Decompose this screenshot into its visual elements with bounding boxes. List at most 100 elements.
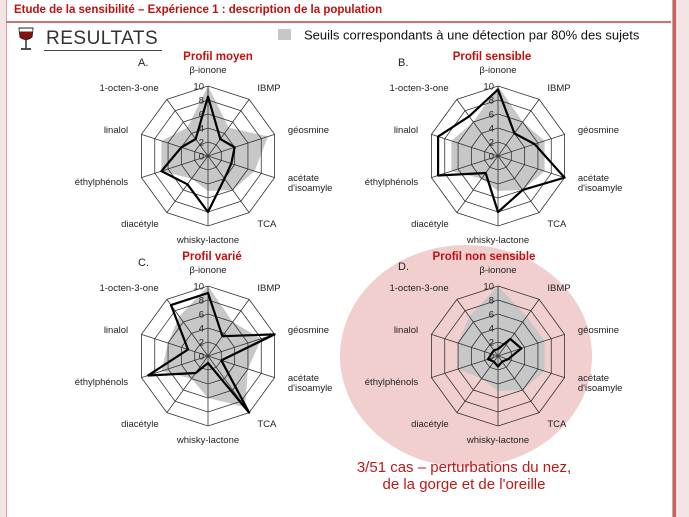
axis-spoke	[431, 155, 499, 179]
axis-label: géosmine	[578, 325, 619, 336]
section-title-underline	[44, 50, 162, 51]
axis-spoke	[141, 333, 209, 357]
tick-label: 4	[489, 324, 494, 335]
axis-spoke	[141, 133, 209, 157]
legend: Seuils correspondants à une détection pa…	[278, 26, 639, 44]
profile-line	[160, 95, 236, 214]
axis-label: linalol	[394, 125, 418, 136]
radar-chart-varie: 0 2 4 6 8 10 β-ionone IBMP géosmine acétate d'isoa…	[75, 251, 333, 446]
slide-background	[6, 0, 673, 517]
axis-spoke	[497, 133, 565, 157]
radar-chart-sensible: 0 2 4 6 8 10 β-ionone IBMP géosmine acétate d'isoa…	[365, 51, 623, 246]
axis-spoke	[497, 299, 540, 357]
axis-label: linalol	[394, 325, 418, 336]
tick-label: 8	[489, 296, 494, 307]
tick-label: 8	[199, 96, 204, 107]
axis-spoke	[456, 299, 499, 357]
tick-label: 8	[489, 96, 494, 107]
threshold-area	[458, 286, 545, 391]
axis-label: β-ionone	[189, 65, 226, 76]
axis-spoke	[456, 155, 499, 213]
axis-spoke	[431, 133, 499, 157]
axis-spoke	[166, 99, 209, 157]
axis-label: whisky-lactone	[466, 235, 529, 246]
wine-glass-icon	[18, 27, 34, 50]
tick-label: 0	[199, 152, 204, 163]
axis-label: IBMP	[257, 283, 280, 294]
tick-label: 2	[199, 338, 204, 349]
axis-label: 1-octen-3-one	[389, 83, 448, 94]
axis-label: β-ionone	[479, 265, 516, 276]
axis-label: diacétyle	[121, 219, 159, 230]
axis-label: 1-octen-3-one	[99, 283, 158, 294]
tick-label: 6	[199, 110, 204, 121]
tick-label: 4	[199, 124, 204, 135]
caption-non-sensible: 3/51 cas – perturbations du nez, de la g…	[356, 459, 572, 493]
axis-label: acétate d'isoamyle	[578, 173, 623, 194]
panel-letter: D.	[398, 261, 409, 273]
axis-label: β-ionone	[479, 65, 516, 76]
axis-label: linalol	[104, 325, 128, 336]
axis-spoke	[141, 155, 209, 179]
axis-label: géosmine	[578, 125, 619, 136]
panel-letter: A.	[138, 57, 148, 69]
axis-label: géosmine	[288, 125, 329, 136]
axis-label: whisky-lactone	[176, 435, 239, 446]
axis-label: TCA	[257, 419, 277, 430]
tick-label: 0	[489, 352, 494, 363]
axis-label: éthylphénols	[365, 177, 419, 188]
tick-label: 6	[199, 310, 204, 321]
axis-label: 1-octen-3-one	[389, 283, 448, 294]
axis-label: 1-octen-3-one	[99, 83, 158, 94]
tick-label: 2	[199, 138, 204, 149]
axis-label: acétate d'isoamyle	[578, 373, 623, 394]
tick-label: 10	[193, 82, 204, 93]
profile-line	[486, 337, 523, 368]
axis-label: IBMP	[547, 83, 570, 94]
axis-spoke	[207, 155, 250, 213]
panel-title: Profil sensible	[453, 51, 532, 63]
section-title: RESULTATS	[46, 28, 159, 49]
axis-label: whisky-lactone	[466, 435, 529, 446]
tick-label: 8	[199, 296, 204, 307]
axis-label: whisky-lactone	[176, 235, 239, 246]
axis-spoke	[431, 333, 499, 357]
tick-label: 10	[193, 282, 204, 293]
axis-spoke	[497, 155, 565, 179]
header-divider	[6, 21, 671, 23]
axis-spoke	[497, 155, 540, 213]
profile-line	[146, 291, 276, 414]
tick-label: 10	[483, 82, 494, 93]
axis-spoke	[166, 299, 209, 357]
tick-label: 2	[489, 338, 494, 349]
panel-title: Profil moyen	[183, 51, 253, 63]
axis-label: géosmine	[288, 325, 329, 336]
axis-label: diacétyle	[411, 219, 449, 230]
legend-label: Seuils correspondants à une détection pa…	[304, 27, 640, 43]
axis-label: TCA	[257, 219, 277, 230]
axis-label: acétate d'isoamyle	[288, 173, 333, 194]
panel-letter: C.	[138, 257, 149, 269]
tick-label: 2	[489, 138, 494, 149]
slide-right-border	[673, 0, 676, 517]
tick-label: 0	[199, 352, 204, 363]
radar-chart-non-sensible: 0 2 4 6 8 10 β-ionone IBMP géosmine acétate d'isoa…	[365, 251, 623, 446]
tick-label: 4	[489, 124, 494, 135]
tick-label: 10	[483, 282, 494, 293]
panel-letter: B.	[398, 57, 408, 69]
axis-spoke	[166, 355, 209, 413]
profile-line	[436, 88, 566, 214]
panel-title: Profil varié	[182, 251, 241, 263]
axis-spoke	[207, 333, 275, 357]
threshold-area	[161, 286, 262, 407]
axis-label: acétate d'isoamyle	[288, 373, 333, 394]
axis-label: éthylphénols	[365, 377, 419, 388]
axis-spoke	[141, 355, 209, 379]
axis-label: IBMP	[257, 83, 280, 94]
axis-label: éthylphénols	[75, 177, 129, 188]
axis-spoke	[207, 99, 250, 157]
tick-label: 4	[199, 324, 204, 335]
axis-spoke	[207, 355, 275, 379]
header-title: Etude de la sensibilité – Expérience 1 :…	[14, 4, 383, 16]
axis-label: TCA	[547, 219, 567, 230]
